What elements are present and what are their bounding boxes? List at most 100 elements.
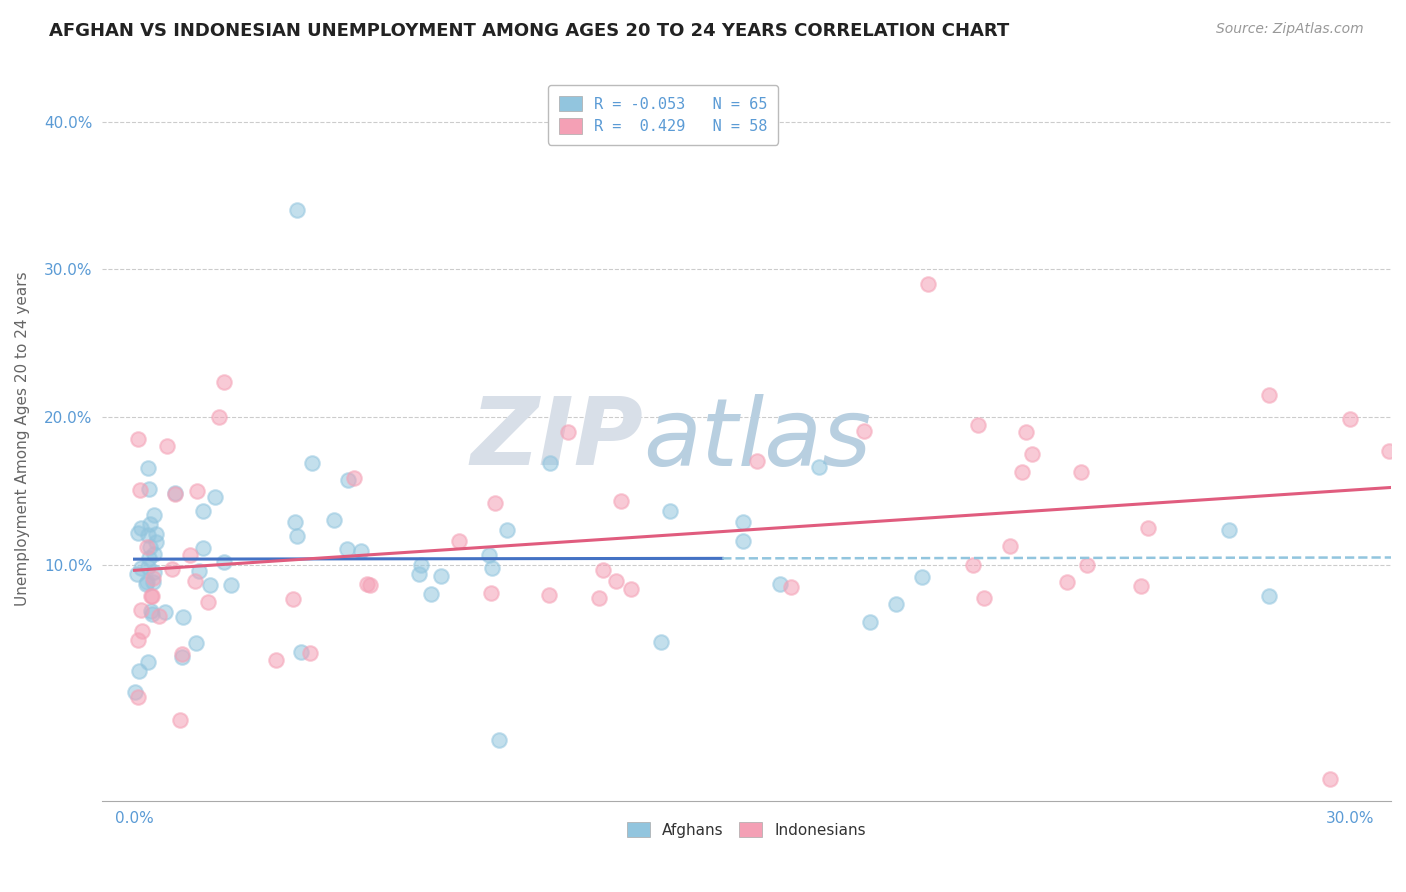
Point xyxy=(148,608,170,623)
Point xyxy=(139,589,162,603)
Point xyxy=(496,523,519,537)
Point xyxy=(1011,466,1033,480)
Point xyxy=(409,558,432,572)
Point xyxy=(153,605,176,619)
Point xyxy=(605,574,627,589)
Point xyxy=(127,690,149,704)
Point xyxy=(488,732,510,747)
Point xyxy=(128,664,150,678)
Y-axis label: Unemployment Among Ages 20 to 24 years: Unemployment Among Ages 20 to 24 years xyxy=(15,272,30,607)
Point xyxy=(478,548,501,562)
Point xyxy=(191,504,214,518)
Point xyxy=(169,713,191,727)
Point xyxy=(208,410,231,425)
Point xyxy=(356,577,378,591)
Point xyxy=(136,460,159,475)
Point xyxy=(731,515,754,529)
Text: atlas: atlas xyxy=(644,393,872,484)
Point xyxy=(911,570,934,584)
Point xyxy=(298,646,321,660)
Point xyxy=(186,483,208,498)
Point xyxy=(142,575,165,590)
Point xyxy=(859,615,882,629)
Point xyxy=(172,610,194,624)
Point xyxy=(179,548,201,562)
Point xyxy=(733,533,755,548)
Point xyxy=(343,471,366,485)
Point xyxy=(124,685,146,699)
Point xyxy=(1015,425,1038,439)
Point xyxy=(136,655,159,669)
Point xyxy=(138,541,160,555)
Point xyxy=(610,493,633,508)
Point xyxy=(129,603,152,617)
Text: ZIP: ZIP xyxy=(471,393,644,485)
Point xyxy=(143,565,166,579)
Point xyxy=(917,277,939,292)
Point xyxy=(1258,589,1281,603)
Point xyxy=(143,508,166,522)
Point xyxy=(962,558,984,573)
Point xyxy=(301,456,323,470)
Point xyxy=(184,636,207,650)
Point xyxy=(1070,465,1092,479)
Point xyxy=(350,543,373,558)
Point xyxy=(588,591,610,606)
Point xyxy=(127,525,149,540)
Point xyxy=(322,513,344,527)
Point xyxy=(163,485,186,500)
Point xyxy=(285,203,308,218)
Point xyxy=(998,540,1021,554)
Point xyxy=(136,528,159,542)
Point xyxy=(264,653,287,667)
Point xyxy=(769,576,792,591)
Point xyxy=(285,529,308,543)
Point xyxy=(336,541,359,556)
Point xyxy=(429,568,451,582)
Text: Source: ZipAtlas.com: Source: ZipAtlas.com xyxy=(1216,22,1364,37)
Point xyxy=(142,571,165,585)
Point xyxy=(127,432,149,446)
Point xyxy=(1258,388,1281,402)
Point xyxy=(131,624,153,638)
Point xyxy=(1319,772,1341,786)
Point xyxy=(138,482,160,496)
Point xyxy=(135,574,157,589)
Point xyxy=(284,515,307,529)
Point xyxy=(193,541,215,556)
Point xyxy=(538,456,561,470)
Point xyxy=(197,594,219,608)
Point xyxy=(408,567,430,582)
Point xyxy=(420,587,443,601)
Point xyxy=(1056,575,1078,590)
Point xyxy=(165,486,187,500)
Point xyxy=(129,520,152,534)
Point xyxy=(359,577,381,591)
Point xyxy=(1340,411,1362,425)
Point xyxy=(780,580,803,594)
Point xyxy=(1136,521,1159,535)
Point xyxy=(658,504,681,518)
Point xyxy=(160,561,183,575)
Point xyxy=(138,516,160,531)
Point xyxy=(139,604,162,618)
Point xyxy=(1076,558,1098,572)
Point xyxy=(650,635,672,649)
Point xyxy=(129,483,152,498)
Point xyxy=(973,591,995,606)
Point xyxy=(807,460,830,475)
Point xyxy=(1129,579,1152,593)
Point xyxy=(136,559,159,574)
Point xyxy=(188,564,211,578)
Point xyxy=(129,561,152,575)
Point xyxy=(747,454,769,468)
Point xyxy=(135,540,157,554)
Point xyxy=(219,578,242,592)
Point xyxy=(170,649,193,664)
Point xyxy=(135,576,157,591)
Point xyxy=(1378,444,1400,458)
Point xyxy=(145,535,167,549)
Point xyxy=(138,550,160,565)
Point xyxy=(141,607,163,621)
Point xyxy=(484,496,506,510)
